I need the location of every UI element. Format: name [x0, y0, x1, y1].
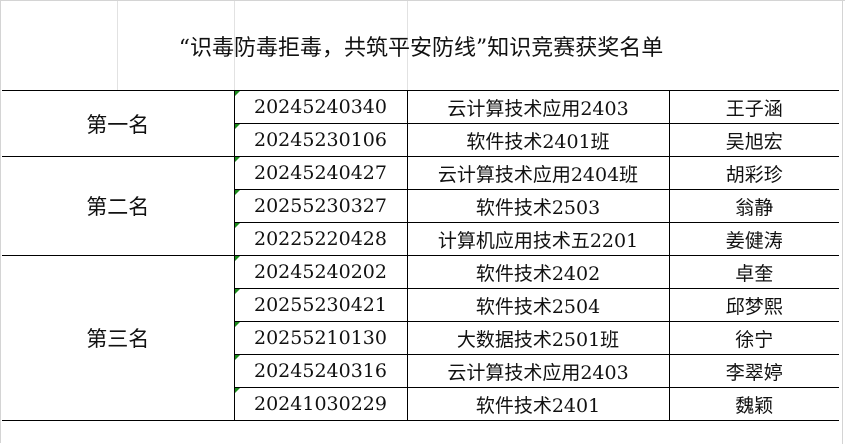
class-cell[interactable]: 软件技术2401	[406, 387, 670, 421]
table-row: 20255210130 大数据技术2501班 徐宁	[2, 321, 839, 355]
rank-cell[interactable]: 第一名	[2, 90, 235, 157]
name-cell[interactable]: 魏颖	[668, 387, 839, 421]
name-cell[interactable]: 姜健涛	[668, 222, 839, 256]
class-cell[interactable]: 软件技术2402	[406, 255, 670, 289]
class-cell[interactable]: 大数据技术2501班	[406, 321, 670, 355]
class-cell[interactable]: 软件技术2503	[406, 189, 670, 223]
name-cell[interactable]: 徐宁	[668, 321, 839, 355]
name-cell[interactable]: 翁静	[668, 189, 839, 223]
class-cell[interactable]: 计算机应用技术五2201	[406, 222, 670, 256]
table-row: 第一名 20245240340 云计算技术应用2403 王子涵	[2, 90, 839, 157]
rank-cell[interactable]: 第三名	[2, 255, 235, 421]
gridline	[842, 1, 843, 444]
gridline	[117, 1, 118, 90]
student-id-cell[interactable]: 20245240202	[233, 255, 408, 289]
table-row: 20255230327 软件技术2503 翁静	[2, 189, 839, 223]
student-id-cell[interactable]: 20245230106	[233, 123, 408, 157]
student-id-cell[interactable]: 20245240316	[233, 354, 408, 388]
name-cell[interactable]: 王子涵	[668, 90, 839, 124]
rank-cell[interactable]: 第二名	[2, 156, 235, 256]
student-id-cell[interactable]: 20245240427	[233, 156, 408, 190]
student-id-cell[interactable]: 20225220428	[233, 222, 408, 256]
class-cell[interactable]: 软件技术2504	[406, 288, 670, 322]
table-row: 20245240316 云计算技术应用2403 李翠婷	[2, 354, 839, 388]
award-table: 第一名 20245240340 云计算技术应用2403 王子涵 20245230106 软…	[2, 90, 839, 421]
student-id-cell[interactable]: 20255230421	[233, 288, 408, 322]
class-cell[interactable]: 软件技术2401班	[406, 123, 670, 157]
class-cell[interactable]: 云计算技术应用2403	[406, 90, 670, 124]
name-cell[interactable]: 邱梦熙	[668, 288, 839, 322]
student-id-cell[interactable]: 20255230327	[233, 189, 408, 223]
gridline	[234, 1, 235, 90]
name-cell[interactable]: 胡彩珍	[668, 156, 839, 190]
table-row: 20241030229 软件技术2401 魏颖	[2, 387, 839, 421]
student-id-cell[interactable]: 20241030229	[233, 387, 408, 421]
class-cell[interactable]: 云计算技术应用2404班	[406, 156, 670, 190]
class-cell[interactable]: 云计算技术应用2403	[406, 354, 670, 388]
name-cell[interactable]: 卓奎	[668, 255, 839, 289]
sheet-title[interactable]: “识毒防毒拒毒，共筑平安防线”知识竞赛获奖名单	[178, 36, 664, 61]
student-id-cell[interactable]: 20255210130	[233, 321, 408, 355]
name-cell[interactable]: 李翠婷	[668, 354, 839, 388]
table-row: 第二名 20245240427 云计算技术应用2404班 胡彩珍	[2, 156, 839, 256]
student-id-cell[interactable]: 20245240340	[233, 90, 408, 124]
name-cell[interactable]: 吴旭宏	[668, 123, 839, 157]
table-row: 20255230421 软件技术2504 邱梦熙	[2, 288, 839, 322]
gridline	[407, 1, 408, 90]
table-row: 第三名 20245240202 软件技术2402 卓奎	[2, 255, 839, 421]
